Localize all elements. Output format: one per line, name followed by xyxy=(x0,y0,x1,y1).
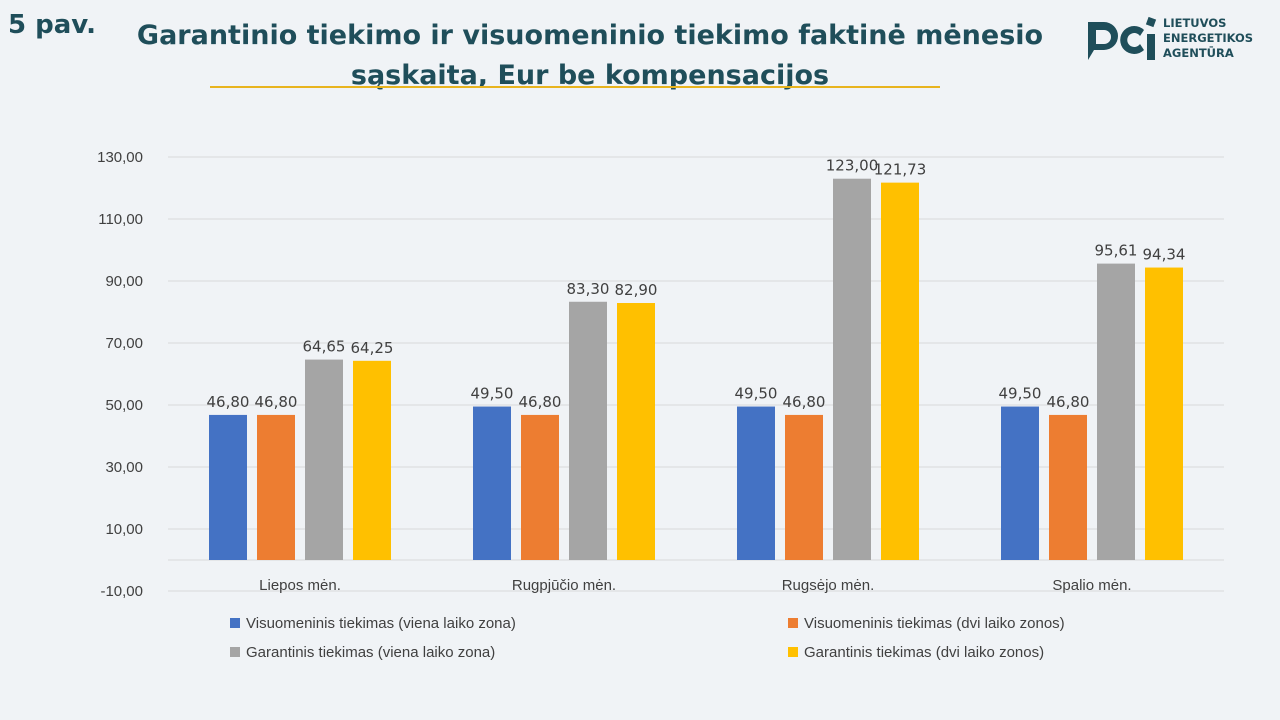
bar xyxy=(617,303,655,560)
agency-logo-icon xyxy=(1088,16,1157,60)
bar xyxy=(569,301,607,560)
data-label: 94,34 xyxy=(1143,246,1186,264)
logo-text-line-2: ENERGETIKOS xyxy=(1163,31,1254,45)
y-tick-label: 50,00 xyxy=(105,397,143,414)
bar xyxy=(1001,406,1039,560)
y-tick-label: 130,00 xyxy=(97,149,143,166)
data-label: 49,50 xyxy=(999,385,1042,403)
data-label: 64,65 xyxy=(303,338,346,356)
logo-text-line-1: LIETUVOS xyxy=(1163,16,1227,30)
legend-item: Visuomeninis tiekimas (dvi laiko zonos) xyxy=(788,612,1118,634)
logo-text-line-3: AGENTŪRA xyxy=(1163,46,1234,60)
data-label: 46,80 xyxy=(207,393,250,411)
category-label: Rugsėjo mėn. xyxy=(782,577,875,594)
data-label: 64,25 xyxy=(351,339,394,357)
legend-label: Garantinis tiekimas (dvi laiko zonos) xyxy=(804,643,1045,661)
y-tick-label: 70,00 xyxy=(105,335,143,352)
bar xyxy=(1097,263,1135,560)
logo-text: LIETUVOS ENERGETIKOS AGENTŪRA xyxy=(1163,16,1253,61)
data-label: 46,80 xyxy=(255,393,298,411)
legend-item: Visuomeninis tiekimas (viena laiko zona) xyxy=(230,612,788,634)
y-tick-label: 110,00 xyxy=(98,211,143,228)
y-tick-label: -10,00 xyxy=(100,583,143,600)
bar xyxy=(881,182,919,560)
bar xyxy=(785,414,823,560)
data-label: 49,50 xyxy=(735,385,778,403)
legend-swatch xyxy=(230,647,240,657)
category-label: Liepos mėn. xyxy=(259,577,341,594)
legend-swatch xyxy=(788,647,798,657)
bar xyxy=(1145,267,1183,560)
legend-item: Garantinis tiekimas (dvi laiko zonos) xyxy=(788,641,1118,663)
bar xyxy=(353,360,391,560)
data-label: 83,30 xyxy=(567,280,610,298)
title-underline xyxy=(210,86,940,88)
figure-label: 5 pav. xyxy=(8,10,97,40)
chart-title-line-1: Garantinio tiekimo ir visuomeninio tieki… xyxy=(136,20,1044,51)
legend-swatch xyxy=(788,618,798,628)
data-label: 123,00 xyxy=(826,157,879,175)
bar xyxy=(521,414,559,560)
bar xyxy=(737,406,775,560)
category-label: Rugpjūčio mėn. xyxy=(512,577,616,594)
legend-label: Visuomeninis tiekimas (viena laiko zona) xyxy=(246,614,516,632)
legend-swatch xyxy=(230,618,240,628)
bar xyxy=(305,359,343,560)
chart-legend: Visuomeninis tiekimas (viena laiko zona)… xyxy=(230,612,1130,663)
bar xyxy=(209,414,247,560)
data-label: 121,73 xyxy=(874,161,927,179)
data-label: 82,90 xyxy=(615,281,658,299)
y-tick-label: 90,00 xyxy=(105,273,143,290)
legend-item: Garantinis tiekimas (viena laiko zona) xyxy=(230,641,788,663)
legend-label: Visuomeninis tiekimas (dvi laiko zonos) xyxy=(804,614,1065,632)
category-label: Spalio mėn. xyxy=(1052,577,1131,594)
data-label: 49,50 xyxy=(471,385,514,403)
data-label: 46,80 xyxy=(1047,393,1090,411)
data-label: 46,80 xyxy=(783,393,826,411)
data-label: 46,80 xyxy=(519,393,562,411)
chart-title-line-2: sąskaita, Eur be kompensacijos xyxy=(350,60,830,91)
bar xyxy=(257,414,295,560)
bar xyxy=(833,178,871,560)
bar xyxy=(473,406,511,560)
data-label: 95,61 xyxy=(1095,242,1138,260)
chart-title: Garantinio tiekimo ir visuomeninio tieki… xyxy=(130,16,1050,96)
bar xyxy=(1049,414,1087,560)
y-tick-label: 10,00 xyxy=(105,521,143,538)
legend-label: Garantinis tiekimas (viena laiko zona) xyxy=(246,643,496,661)
y-tick-label: 30,00 xyxy=(105,459,143,476)
